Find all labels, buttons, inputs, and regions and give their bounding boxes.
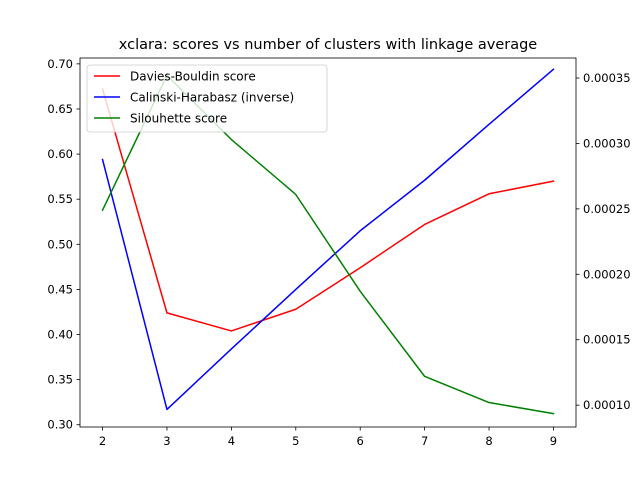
plot-frame [79, 57, 577, 428]
x-tick-label: 8 [485, 434, 492, 448]
y-right-tick-label: 0.00035 [583, 71, 631, 85]
series-line-2 [101, 68, 555, 411]
legend-label: Calinski-Harabasz (inverse) [130, 91, 294, 105]
y-right-tick-label: 0.00025 [583, 202, 631, 216]
y-left-tick-label: 0.50 [47, 237, 73, 251]
axes-layer: 2 3 4 5 6 7 8 9 0.30 0.35 0.40 0.45 0.50 0.55 0.60 0.65… [47, 57, 630, 448]
y-left-tick-label: 0.60 [47, 147, 73, 161]
y-left-tick-label: 0.55 [47, 192, 73, 206]
y-right-tick-label: 0.00020 [583, 267, 631, 281]
y-left-tick-label: 0.30 [47, 418, 73, 432]
x-tick-label: 2 [99, 434, 106, 448]
y-left-tick-label: 0.35 [47, 373, 73, 387]
x-tick-label: 6 [357, 434, 364, 448]
y-right-tick-label: 0.00030 [583, 136, 631, 150]
legend-label: Davies-Bouldin score [130, 70, 256, 84]
x-tick-label: 3 [163, 434, 170, 448]
y-left-tick-label: 0.65 [47, 102, 73, 116]
chart-title: xclara: scores vs number of clusters wit… [119, 37, 538, 53]
legend-box [86, 64, 328, 133]
y-left-tick-label: 0.70 [47, 57, 73, 71]
x-tick-label: 5 [292, 434, 299, 448]
x-tick-label: 9 [550, 434, 557, 448]
y-left-tick-label: 0.40 [47, 328, 73, 342]
legend: Davies-Bouldin score Calinski-Harabasz (i… [86, 64, 328, 133]
legend-label: Silouhette score [130, 112, 227, 126]
y-left-tick-label: 0.45 [47, 282, 73, 296]
series-line-1 [101, 88, 555, 332]
x-tick-label: 4 [228, 434, 235, 448]
y-right-tick-label: 0.00010 [583, 398, 631, 412]
y-right-tick-label: 0.00015 [583, 333, 631, 347]
x-tick-label: 7 [421, 434, 428, 448]
